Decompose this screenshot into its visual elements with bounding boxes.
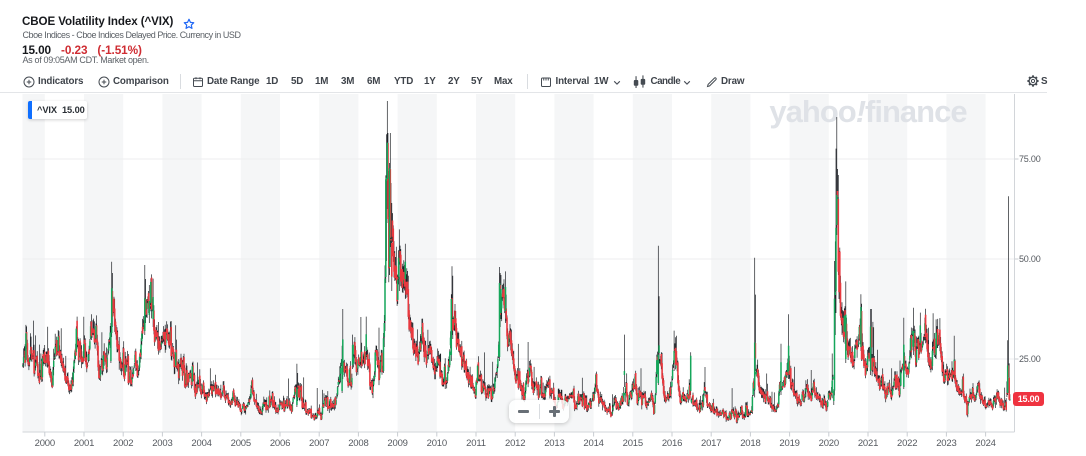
svg-text:yahoo!finance: yahoo!finance [769, 94, 967, 129]
